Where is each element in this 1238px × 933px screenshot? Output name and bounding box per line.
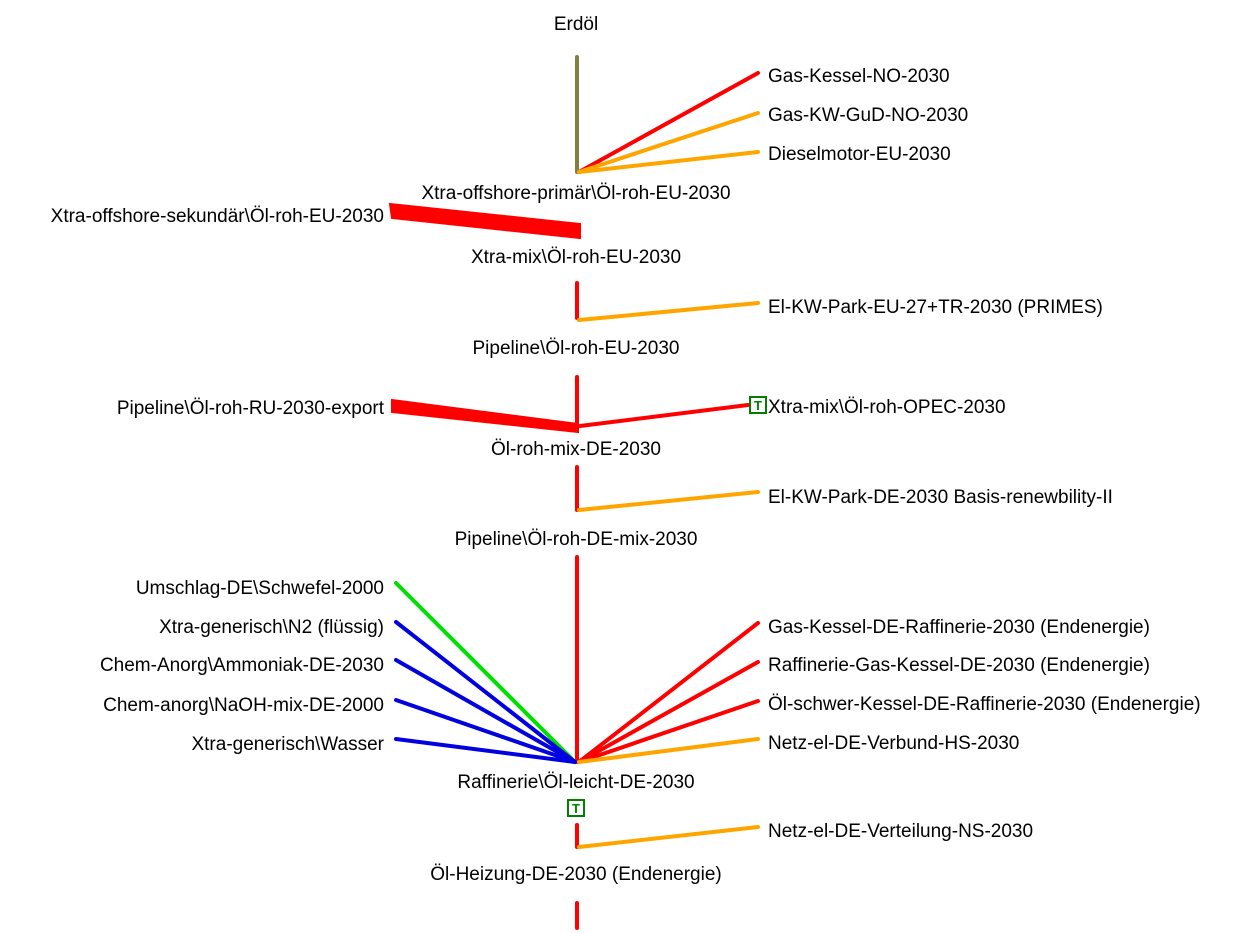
link-netz-ns[interactable]	[577, 825, 760, 849]
input-dieselmotor-eu[interactable]: Dieselmotor-EU-2030	[768, 144, 951, 165]
input-gas-kessel-raff[interactable]: Gas-Kessel-DE-Raffinerie-2030 (Endenergi…	[768, 617, 1150, 638]
link-pipeline-ru[interactable]	[391, 398, 579, 434]
input-xtra-wasser[interactable]: Xtra-generisch\Wasser	[191, 734, 384, 755]
t-marker-label: T	[572, 801, 580, 816]
link-dieselmotor-eu[interactable]	[577, 150, 760, 174]
input-umschlag-schwefel[interactable]: Umschlag-DE\Schwefel-2000	[136, 578, 384, 599]
link-netz-hs[interactable]	[577, 737, 760, 764]
link-chem-naoh[interactable]	[394, 698, 577, 764]
input-netz-hs[interactable]: Netz-el-DE-Verbund-HS-2030	[768, 733, 1019, 754]
input-raff-gas-kessel[interactable]: Raffinerie-Gas-Kessel-DE-2030 (Endenergi…	[768, 655, 1150, 676]
node-oel-heizung[interactable]: Öl-Heizung-DE-2030 (Endenergie)	[430, 864, 721, 885]
transport-marker-opec[interactable]: T	[749, 396, 767, 414]
link-gas-kw-gud-no[interactable]	[577, 111, 760, 174]
link-xtra-wasser[interactable]	[394, 737, 577, 764]
link-raff-gas-kessel[interactable]	[577, 660, 760, 764]
node-raffinerie[interactable]: Raffinerie\Öl-leicht-DE-2030	[457, 772, 694, 793]
t-marker-label: T	[754, 398, 762, 413]
node-pipeline-de-mix[interactable]: Pipeline\Öl-roh-DE-mix-2030	[455, 529, 698, 550]
input-xtra-n2[interactable]: Xtra-generisch\N2 (flüssig)	[159, 617, 384, 638]
left-input-labels: Xtra-offshore-sekundär\Öl-roh-EU-2030 Pi…	[51, 206, 385, 755]
transport-marker-raffinerie[interactable]: T	[567, 799, 585, 817]
input-xtra-offshore-sekundaer[interactable]: Xtra-offshore-sekundär\Öl-roh-EU-2030	[51, 206, 384, 227]
right-input-labels: Gas-Kessel-NO-2030 Gas-KW-GuD-NO-2030 Di…	[768, 66, 1201, 842]
input-chem-naoh[interactable]: Chem-anorg\NaOH-mix-DE-2000	[103, 695, 384, 716]
input-xtra-mix-opec[interactable]: Xtra-mix\Öl-roh-OPEC-2030	[768, 397, 1006, 418]
input-gas-kw-gud-no[interactable]: Gas-KW-GuD-NO-2030	[768, 105, 968, 126]
link-gas-kessel-no[interactable]	[577, 71, 760, 174]
t-marker-box	[567, 799, 585, 817]
node-oel-roh-mix-de[interactable]: Öl-roh-mix-DE-2030	[491, 439, 661, 460]
input-oel-schwer-kessel[interactable]: Öl-schwer-Kessel-DE-Raffinerie-2030 (End…	[768, 694, 1201, 715]
input-gas-kessel-no[interactable]: Gas-Kessel-NO-2030	[768, 66, 950, 87]
link-el-kw-park-de[interactable]	[577, 490, 760, 512]
node-xtra-offshore-primaer[interactable]: Xtra-offshore-primär\Öl-roh-EU-2030	[421, 183, 730, 204]
link-offshore-sekundaer-to-xtra-mix[interactable]	[388, 202, 581, 240]
node-pipeline-eu[interactable]: Pipeline\Öl-roh-EU-2030	[473, 338, 680, 359]
link-chem-ammoniak[interactable]	[394, 658, 577, 764]
t-marker-box	[749, 396, 767, 414]
node-xtra-mix-eu[interactable]: Xtra-mix\Öl-roh-EU-2030	[471, 247, 681, 268]
link-umschlag-schwefel[interactable]	[394, 581, 577, 764]
link-gas-kessel-raff[interactable]	[577, 621, 760, 764]
link-oel-schwer-kessel[interactable]	[577, 699, 760, 764]
input-el-kw-park-eu[interactable]: El-KW-Park-EU-27+TR-2030 (PRIMES)	[768, 297, 1103, 318]
input-pipeline-ru[interactable]: Pipeline\Öl-roh-RU-2030-export	[117, 398, 385, 419]
main-chain-labels: Erdöl Xtra-offshore-primär\Öl-roh-EU-203…	[421, 14, 730, 885]
link-xtra-n2[interactable]	[394, 620, 577, 764]
link-xtra-mix-opec[interactable]	[578, 403, 750, 428]
input-chem-ammoniak[interactable]: Chem-Anorg\Ammoniak-DE-2030	[100, 655, 384, 676]
link-el-kw-park-eu[interactable]	[577, 301, 760, 322]
diagram-links	[388, 55, 760, 930]
input-el-kw-park-de[interactable]: El-KW-Park-DE-2030 Basis-renewbility-II	[768, 487, 1113, 508]
node-erdoel[interactable]: Erdöl	[554, 14, 598, 35]
input-netz-ns[interactable]: Netz-el-DE-Verteilung-NS-2030	[768, 821, 1033, 842]
